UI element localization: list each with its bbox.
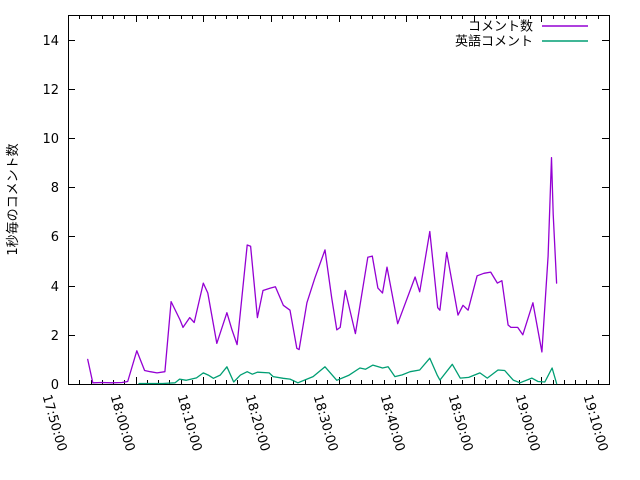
plot-frame xyxy=(68,15,610,385)
x-tick-label: 18:10:00 xyxy=(174,393,205,453)
x-tick-label: 17:50:00 xyxy=(39,393,70,453)
x-tick-label: 19:10:00 xyxy=(580,393,611,453)
x-tick-label: 18:00:00 xyxy=(107,393,138,453)
y-tick-label: 8 xyxy=(51,181,59,196)
y-tick-label: 6 xyxy=(51,230,59,245)
x-tick-label: 18:30:00 xyxy=(310,393,341,453)
x-tick-label: 18:50:00 xyxy=(445,393,476,453)
axis-ticks xyxy=(68,15,610,385)
y-tick-label: 0 xyxy=(51,378,59,393)
series-line-english-comments xyxy=(138,357,558,385)
series-line-comments xyxy=(87,157,558,384)
y-axis-title: 1秒毎のコメント数 xyxy=(5,143,21,255)
y-tick-label: 4 xyxy=(51,280,59,295)
series-lines xyxy=(87,157,558,385)
y-tick-label: 2 xyxy=(51,329,59,344)
y-tick-label: 14 xyxy=(42,34,59,49)
y-tick-label: 12 xyxy=(42,83,59,98)
x-tick-label: 19:00:00 xyxy=(512,393,543,453)
plot-border xyxy=(68,15,610,385)
x-tick-label: 18:40:00 xyxy=(377,393,408,453)
axis-labels: 17:50:00 18:00:00 18:10:00 18:20:00 18:30:00… xyxy=(5,34,610,453)
legend-label: コメント数 xyxy=(468,20,533,35)
y-tick-label: 10 xyxy=(42,132,59,147)
x-tick-label: 18:20:00 xyxy=(242,393,273,453)
legend-label: 英語コメント xyxy=(455,34,533,50)
